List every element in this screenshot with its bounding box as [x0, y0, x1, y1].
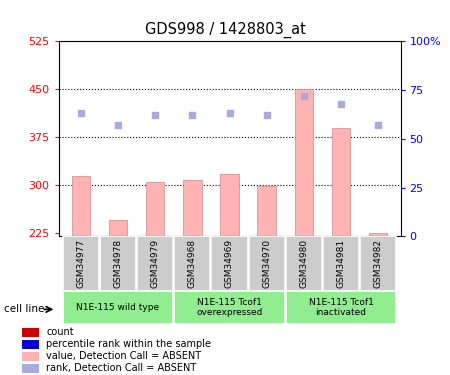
Text: rank, Detection Call = ABSENT: rank, Detection Call = ABSENT — [46, 363, 196, 373]
Point — [77, 110, 85, 116]
Point — [300, 93, 307, 99]
Bar — [174, 291, 285, 324]
Point — [114, 122, 122, 128]
Bar — [249, 236, 285, 291]
Bar — [22, 340, 39, 349]
Text: GSM34969: GSM34969 — [225, 239, 234, 288]
Bar — [369, 233, 387, 236]
Point — [338, 100, 345, 106]
Text: percentile rank within the sample: percentile rank within the sample — [46, 339, 211, 349]
Bar — [22, 352, 39, 361]
Bar — [174, 236, 210, 291]
Bar — [63, 236, 99, 291]
Text: GSM34968: GSM34968 — [188, 239, 197, 288]
Bar — [183, 180, 202, 236]
Text: GSM34982: GSM34982 — [374, 239, 382, 288]
Bar — [220, 174, 239, 236]
Bar — [286, 236, 322, 291]
Text: GSM34979: GSM34979 — [151, 239, 160, 288]
Bar — [212, 236, 248, 291]
Text: GSM34978: GSM34978 — [113, 239, 122, 288]
Bar — [137, 236, 173, 291]
Bar — [360, 236, 396, 291]
Bar — [109, 220, 127, 236]
Text: GSM34981: GSM34981 — [337, 239, 346, 288]
Text: N1E-115 wild type: N1E-115 wild type — [76, 303, 160, 312]
Bar — [100, 236, 136, 291]
Point — [152, 112, 159, 118]
Text: cell line: cell line — [4, 304, 45, 314]
Text: N1E-115 Tcof1
overexpressed: N1E-115 Tcof1 overexpressed — [196, 298, 263, 317]
Point — [189, 112, 196, 118]
Bar — [257, 186, 276, 236]
Bar — [332, 128, 350, 236]
Bar — [295, 89, 313, 236]
Text: GSM34980: GSM34980 — [299, 239, 308, 288]
Bar — [63, 291, 173, 324]
Point — [263, 112, 270, 118]
Point — [226, 110, 233, 116]
Text: count: count — [46, 327, 74, 337]
Text: value, Detection Call = ABSENT: value, Detection Call = ABSENT — [46, 351, 201, 361]
Text: GSM34977: GSM34977 — [76, 239, 86, 288]
Bar — [286, 291, 396, 324]
Bar — [22, 328, 39, 337]
Text: N1E-115 Tcof1
inactivated: N1E-115 Tcof1 inactivated — [309, 298, 374, 317]
Bar — [72, 176, 90, 236]
Text: GDS998 / 1428803_at: GDS998 / 1428803_at — [144, 22, 306, 38]
Text: GSM34970: GSM34970 — [262, 239, 271, 288]
Bar — [146, 182, 164, 236]
Bar — [22, 364, 39, 373]
Point — [374, 122, 382, 128]
Bar — [323, 236, 359, 291]
